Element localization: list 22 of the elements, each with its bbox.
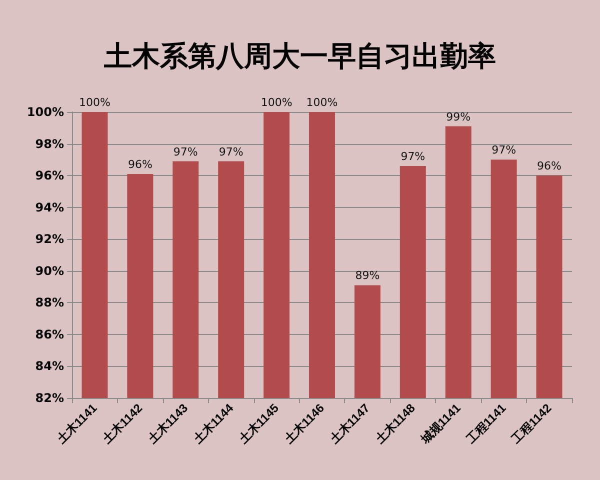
data-label: 100% xyxy=(306,96,338,109)
y-tick-label: 100% xyxy=(26,105,64,119)
y-tick-label: 82% xyxy=(35,391,64,405)
data-label: 100% xyxy=(79,96,110,109)
data-label: 97% xyxy=(218,145,244,158)
data-label: 96% xyxy=(537,160,562,173)
data-label: 89% xyxy=(355,269,380,282)
y-tick-label: 84% xyxy=(35,359,64,374)
data-label: 100% xyxy=(260,96,292,109)
data-label: 97% xyxy=(492,144,516,157)
y-tick-label: 90% xyxy=(35,264,64,278)
y-tick-label: 98% xyxy=(35,136,64,151)
data-label: 96% xyxy=(128,158,152,171)
data-label: 97% xyxy=(400,150,426,164)
chart-title: 土木系第八周大一早自习出勤率 xyxy=(103,40,496,72)
y-tick-label: 86% xyxy=(35,327,64,342)
y-tick-label: 88% xyxy=(35,296,64,310)
data-label: 99% xyxy=(446,110,471,124)
y-tick-label: 96% xyxy=(35,168,64,183)
y-tick-label: 92% xyxy=(35,232,64,246)
data-label: 97% xyxy=(173,145,198,158)
y-tick-label: 94% xyxy=(35,200,64,214)
